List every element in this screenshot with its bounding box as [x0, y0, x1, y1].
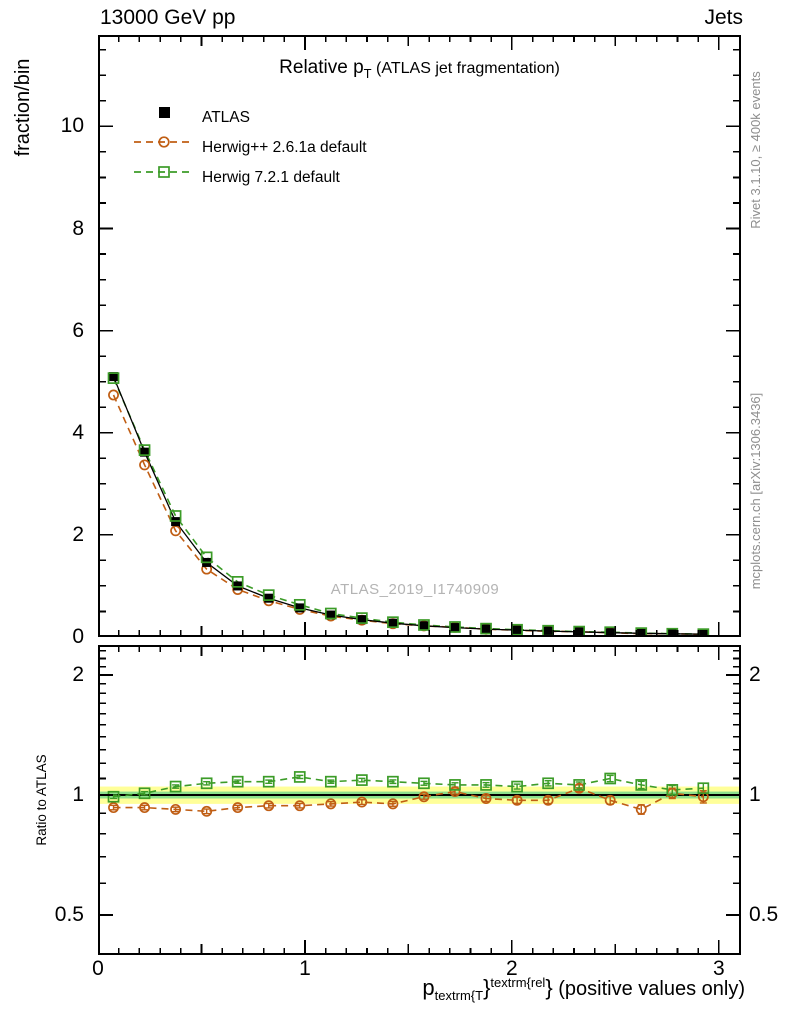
beam-energy-label: 13000 GeV pp — [100, 6, 236, 29]
x-title-symbol: p — [422, 975, 435, 1000]
analysis-tag-label: Jets — [704, 6, 743, 29]
main-y-tick-label: 0 — [72, 625, 84, 643]
plot-title-subscript: T — [363, 66, 372, 81]
main-plot-panel: Relative pT (ATLAS jet fragmentation) AT… — [98, 35, 741, 637]
main-y-tick-label: 10 — [60, 114, 84, 138]
ratio-y-tick-label: 1 — [749, 783, 761, 806]
plot-title-detail: (ATLAS jet fragmentation) — [371, 60, 560, 77]
legend-label-herwig7: Herwig 7.2.1 default — [202, 169, 340, 186]
plot-title-main: Relative p — [279, 57, 364, 78]
ratio-y-tick-label: 2 — [749, 663, 761, 686]
legend-label-herwigpp: Herwig++ 2.6.1a default — [202, 139, 367, 156]
x-title-superscript: textrm{rel — [490, 975, 546, 990]
ratio-plot-canvas — [98, 645, 741, 955]
x-tick-label: 0 — [92, 957, 104, 980]
ratio-plot-panel — [98, 645, 741, 955]
main-plot-canvas — [98, 35, 741, 637]
x-tick-label: 3 — [713, 957, 725, 980]
x-title-note: (positive values only) — [552, 978, 745, 1000]
x-title-subscript: textrm{T — [434, 988, 484, 1003]
x-tick-label: 2 — [506, 957, 518, 980]
x-tick-labels: 0 1 2 3 — [0, 955, 786, 983]
open-square-icon — [134, 166, 194, 178]
mcplots-reference-note: mcplots.cern.ch [arXiv:1306.3436] — [748, 392, 763, 590]
main-y-tick-label: 4 — [72, 420, 84, 444]
watermark-analysis-id: ATLAS_2019_I1740909 — [330, 581, 500, 598]
plot-title: Relative pT (ATLAS jet fragmentation) — [98, 57, 741, 81]
main-y-tick-label: 8 — [72, 216, 84, 240]
ratio-y-tick-labels-left: 0.5 1 2 — [0, 645, 90, 957]
ratio-y-tick-label: 2 — [72, 663, 84, 686]
x-title-brace1: } — [483, 975, 491, 1000]
x-tick-label: 1 — [299, 957, 311, 980]
open-circle-icon — [134, 136, 194, 148]
ratio-y-tick-label: 1 — [72, 783, 84, 806]
rivet-version-note: Rivet 3.1.10, ≥ 400k events — [748, 71, 763, 229]
main-y-tick-label: 2 — [72, 522, 84, 546]
main-y-tick-label: 6 — [72, 318, 84, 342]
ratio-y-tick-label: 0.5 — [54, 903, 84, 926]
ratio-y-tick-labels-right: 0.5 1 2 — [745, 645, 786, 957]
main-y-tick-labels: 0 2 4 6 8 10 — [0, 35, 90, 643]
legend-label-atlas: ATLAS — [202, 109, 250, 126]
x-axis-title: ptextrm{T}textrm{rel} (positive values o… — [422, 975, 745, 1003]
ratio-y-tick-label: 0.5 — [749, 903, 779, 926]
filled-square-icon — [159, 107, 170, 118]
x-title-brace2: } — [545, 975, 553, 1000]
